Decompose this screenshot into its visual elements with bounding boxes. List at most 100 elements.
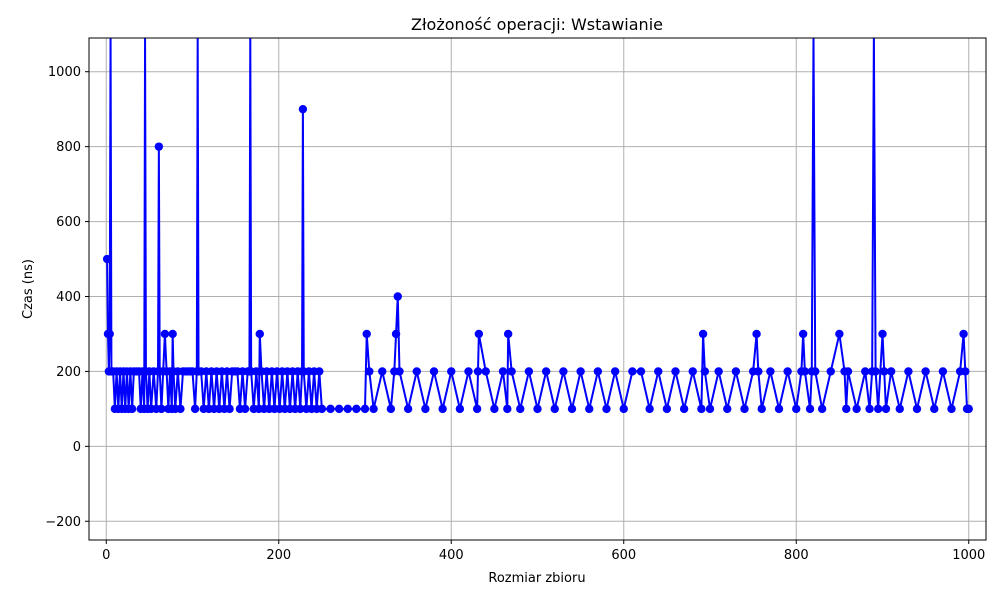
data-point	[576, 367, 585, 376]
data-point	[334, 404, 344, 414]
data-point	[503, 329, 513, 339]
data-point	[498, 367, 508, 376]
data-point	[921, 367, 930, 376]
data-point	[688, 367, 697, 376]
data-point	[157, 404, 166, 414]
data-point	[873, 404, 883, 414]
data-point	[654, 367, 663, 376]
y-tick-label: −200	[45, 515, 81, 530]
data-point	[792, 404, 801, 414]
data-point	[403, 404, 413, 414]
data-point	[800, 367, 810, 376]
chart-title: Złożoność operacji: Wstawianie	[411, 15, 663, 34]
y-tick-label: 400	[56, 290, 81, 305]
data-point	[533, 404, 542, 414]
x-tick-label: 800	[784, 548, 809, 563]
data-point	[783, 367, 792, 376]
data-point	[826, 367, 835, 376]
data-point	[168, 329, 177, 339]
data-point	[835, 329, 844, 339]
data-point	[447, 367, 456, 376]
data-point	[176, 404, 185, 414]
axes-ticks: 0 200 400 600 800 1000 −200 0 200 400 600 800 1000	[45, 65, 985, 563]
data-point	[698, 329, 708, 339]
x-tick-label: 200	[266, 548, 291, 563]
data-point	[714, 367, 723, 376]
data-point	[391, 329, 401, 339]
data-point	[386, 404, 396, 414]
data-point	[105, 329, 114, 339]
data-point	[930, 404, 939, 414]
data-point	[645, 404, 654, 414]
data-point	[362, 329, 371, 339]
data-point	[550, 404, 559, 414]
data-point	[843, 367, 853, 376]
x-tick-label: 1000	[952, 548, 985, 563]
data-point	[524, 367, 534, 376]
data-point	[852, 404, 861, 414]
data-point	[959, 329, 968, 339]
data-point	[585, 404, 594, 414]
data-point	[912, 404, 922, 414]
data-point	[842, 404, 851, 414]
data-point	[636, 367, 646, 376]
data-point	[662, 404, 672, 414]
data-point	[947, 404, 956, 414]
data-point	[127, 404, 137, 414]
data-point	[752, 329, 761, 339]
data-point	[429, 367, 439, 376]
data-point	[766, 367, 775, 376]
data-point	[438, 404, 447, 414]
data-point	[464, 367, 473, 376]
data-point	[190, 404, 200, 414]
y-tick-label: 0	[73, 440, 81, 455]
data-point	[395, 367, 404, 376]
y-axis-label: Czas (ns)	[21, 259, 36, 319]
data-point	[861, 367, 870, 376]
data-point	[160, 329, 170, 339]
data-point	[507, 367, 516, 376]
data-point	[619, 404, 628, 414]
x-axis-label: Rozmiar zbioru	[488, 571, 585, 586]
data-point	[878, 329, 887, 339]
data-point	[481, 367, 490, 376]
data-point	[225, 404, 234, 414]
y-tick-label: 1000	[48, 65, 81, 80]
data-point	[472, 404, 482, 414]
grid	[89, 38, 986, 540]
data-point	[754, 367, 763, 376]
data-point	[602, 404, 611, 414]
data-point	[798, 329, 808, 339]
data-point	[559, 367, 568, 376]
data-point	[503, 404, 512, 414]
data-point	[880, 367, 889, 376]
data-point	[723, 404, 732, 414]
data-point	[757, 404, 766, 414]
data-point	[369, 404, 378, 414]
data-point	[360, 404, 370, 414]
data-point	[317, 404, 327, 414]
data-point	[298, 104, 308, 114]
data-point	[567, 404, 577, 414]
data-point	[421, 404, 430, 414]
data-point	[352, 404, 361, 414]
data-point	[490, 404, 499, 414]
data-point	[731, 367, 741, 376]
plot-frame	[88, 37, 987, 541]
data-point	[610, 367, 620, 376]
data-point	[865, 404, 874, 414]
data-point	[740, 404, 749, 414]
y-tick-label: 800	[56, 140, 81, 155]
data-point	[886, 367, 896, 376]
data-point	[541, 367, 551, 376]
data-point	[255, 329, 264, 339]
data-point	[455, 404, 465, 414]
x-tick-label: 0	[102, 548, 110, 563]
data-point	[895, 404, 904, 414]
data-point	[296, 404, 305, 414]
data-point	[628, 367, 637, 376]
data-point	[679, 404, 689, 414]
data-point	[102, 254, 112, 264]
